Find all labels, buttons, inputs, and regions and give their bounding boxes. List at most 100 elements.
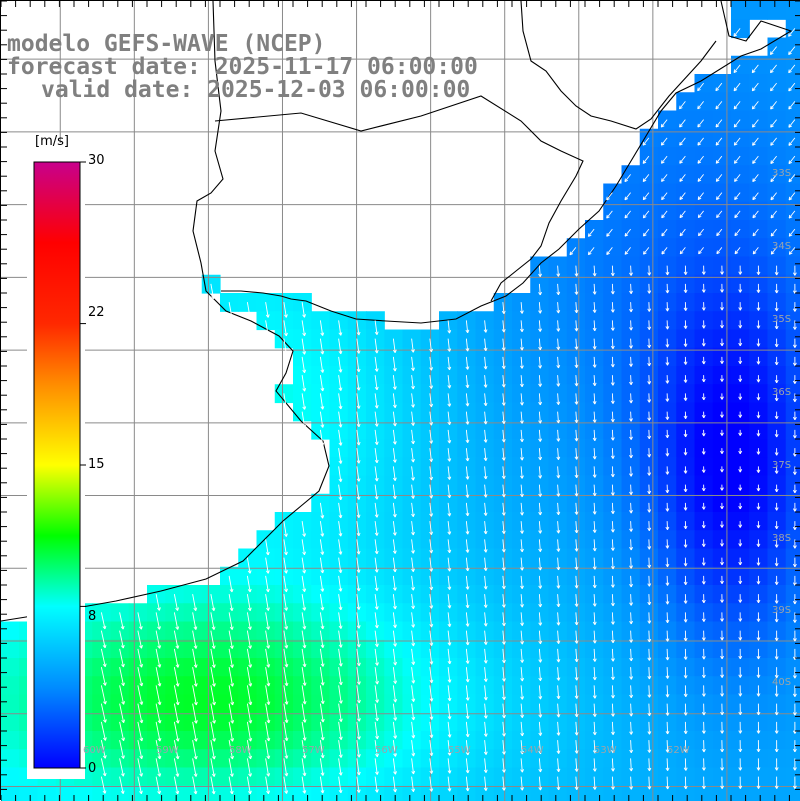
wind-speed-cell — [1, 695, 20, 714]
wind-speed-cell — [1, 768, 20, 787]
lat-label-40s: 40S — [772, 677, 791, 688]
lat-label-34s: 34S — [772, 241, 791, 252]
wind-speed-cell — [786, 56, 800, 75]
wind-speed-cell — [786, 439, 800, 458]
wind-speed-cell — [786, 786, 800, 801]
wind-speed-cell — [403, 786, 422, 801]
wind-speed-cell — [749, 1, 768, 20]
colorbar-gradient — [34, 162, 80, 768]
title-model: modelo GEFS-WAVE (NCEP) — [7, 32, 326, 56]
colorbar-tick-0: 0 — [88, 761, 96, 776]
colorbar-tick-30: 30 — [88, 153, 105, 168]
lon-label-59w: 59W — [156, 745, 179, 756]
wind-speed-cell — [165, 786, 184, 801]
colorbar-tick-22: 22 — [88, 305, 105, 320]
wind-speed-cell — [786, 366, 800, 385]
wind-speed-cell — [786, 184, 800, 203]
wind-speed-cell — [1, 622, 20, 641]
wind-speed-cell — [147, 786, 166, 801]
lat-label-36s: 36S — [772, 387, 791, 398]
lon-label-54w: 54W — [521, 745, 544, 756]
wind-speed-cell — [457, 786, 476, 801]
lon-label-58w: 58W — [229, 745, 252, 756]
wind-speed-cell — [439, 786, 458, 801]
lat-label-39s: 39S — [772, 605, 791, 616]
wind-speed-cell — [786, 220, 800, 239]
colorbar-unit: [m/s] — [35, 134, 69, 149]
wind-speed-cell — [786, 74, 800, 93]
wind-speed-cell — [311, 786, 330, 801]
colorbar-tick-8: 8 — [88, 609, 96, 624]
wind-speed-cell — [786, 512, 800, 531]
wind-speed-cell — [330, 786, 349, 801]
wind-speed-cell — [786, 549, 800, 568]
wind-speed-cell — [111, 786, 130, 801]
wind-speed-cell — [1, 731, 20, 750]
lon-label-52w: 52W — [667, 745, 690, 756]
wind-speed-cell — [348, 786, 367, 801]
wind-speed-cell — [494, 786, 513, 801]
wind-speed-cell — [1, 640, 20, 659]
wind-speed-cell — [74, 786, 93, 801]
wind-speed-cell — [786, 640, 800, 659]
lon-label-53w: 53W — [594, 745, 617, 756]
lon-label-60w: 60W — [83, 745, 106, 756]
wind-speed-cell — [220, 786, 239, 801]
wind-speed-cell — [786, 476, 800, 495]
lat-label-37s: 37S — [772, 460, 791, 471]
wind-speed-cell — [92, 786, 111, 801]
wind-speed-cell — [731, 1, 750, 20]
wind-speed-cell — [38, 786, 57, 801]
wind-speed-cell — [56, 786, 75, 801]
wind-speed-cell — [786, 731, 800, 750]
wind-speed-cell — [786, 768, 800, 787]
wind-speed-cell — [786, 403, 800, 422]
wind-speed-cell — [476, 786, 495, 801]
wind-speed-cell — [786, 585, 800, 604]
wind-speed-cell — [768, 1, 787, 20]
title-valid-date: valid date: 2025-12-03 06:00:00 — [41, 78, 470, 102]
colorbar — [27, 143, 86, 779]
wind-speed-cell — [275, 786, 294, 801]
lat-label-33s: 33S — [772, 168, 791, 179]
wind-speed-cell — [786, 622, 800, 641]
wind-speed-cell — [1, 676, 20, 695]
wind-speed-cell — [1, 713, 20, 732]
title-forecast-date: forecast date: 2025-11-17 06:00:00 — [7, 55, 478, 79]
wind-speed-cell — [786, 695, 800, 714]
wind-speed-cell — [293, 786, 312, 801]
wind-speed-cell — [184, 786, 203, 801]
wind-speed-cell — [1, 749, 20, 768]
wind-speed-cell — [786, 567, 800, 586]
wind-speed-cell — [1, 658, 20, 677]
wind-speed-cell — [786, 658, 800, 677]
uruguay-border — [215, 96, 583, 301]
lon-label-55w: 55W — [448, 745, 471, 756]
wind-speed-cell — [202, 786, 221, 801]
wind-speed-cell — [786, 147, 800, 166]
wind-speed-cell — [786, 494, 800, 513]
wind-speed-cell — [786, 19, 800, 38]
wind-speed-cell — [129, 786, 148, 801]
wind-speed-cell — [257, 786, 276, 801]
wind-speed-cell — [19, 786, 38, 801]
wind-speed-cell — [786, 421, 800, 440]
wind-speed-cell — [512, 786, 531, 801]
colorbar-tick-15: 15 — [88, 457, 105, 472]
lon-label-57w: 57W — [302, 745, 325, 756]
lat-label-38s: 38S — [772, 533, 791, 544]
lat-label-35s: 35S — [772, 314, 791, 325]
wind-speed-cell — [786, 1, 800, 20]
wind-speed-cell — [384, 786, 403, 801]
wind-speed-cell — [366, 786, 385, 801]
wind-speed-cell — [786, 38, 800, 57]
wind-speed-cell — [1, 786, 20, 801]
wind-speed-cell — [786, 111, 800, 130]
lon-label-56w: 56W — [375, 745, 398, 756]
wind-speed-cell — [786, 293, 800, 312]
wind-speed-cell — [786, 257, 800, 276]
wind-speed-cell — [786, 713, 800, 732]
wind-speed-cell — [786, 92, 800, 111]
